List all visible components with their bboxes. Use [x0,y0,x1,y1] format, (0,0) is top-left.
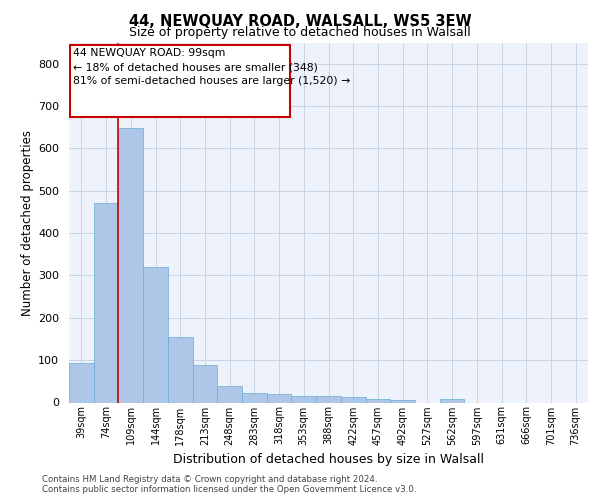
Bar [292,396,316,402]
Bar [94,204,118,402]
Bar [316,396,341,402]
Bar [143,267,168,402]
FancyBboxPatch shape [70,46,290,117]
Text: 44, NEWQUAY ROAD, WALSALL, WS5 3EW: 44, NEWQUAY ROAD, WALSALL, WS5 3EW [128,14,472,29]
Text: Contains public sector information licensed under the Open Government Licence v3: Contains public sector information licen… [42,485,416,494]
X-axis label: Distribution of detached houses by size in Walsall: Distribution of detached houses by size … [173,453,484,466]
Bar [69,363,94,403]
Bar [267,394,292,402]
Bar [168,337,193,402]
Bar [118,128,143,402]
Text: Contains HM Land Registry data © Crown copyright and database right 2024.: Contains HM Land Registry data © Crown c… [42,475,377,484]
Text: 44 NEWQUAY ROAD: 99sqm
← 18% of detached houses are smaller (348)
81% of semi-de: 44 NEWQUAY ROAD: 99sqm ← 18% of detached… [73,48,350,86]
Bar [242,393,267,402]
Bar [341,397,365,402]
Text: Size of property relative to detached houses in Walsall: Size of property relative to detached ho… [129,26,471,39]
Bar [193,365,217,403]
Bar [440,399,464,402]
Bar [390,400,415,402]
Bar [217,386,242,402]
Y-axis label: Number of detached properties: Number of detached properties [21,130,34,316]
Bar [365,399,390,402]
